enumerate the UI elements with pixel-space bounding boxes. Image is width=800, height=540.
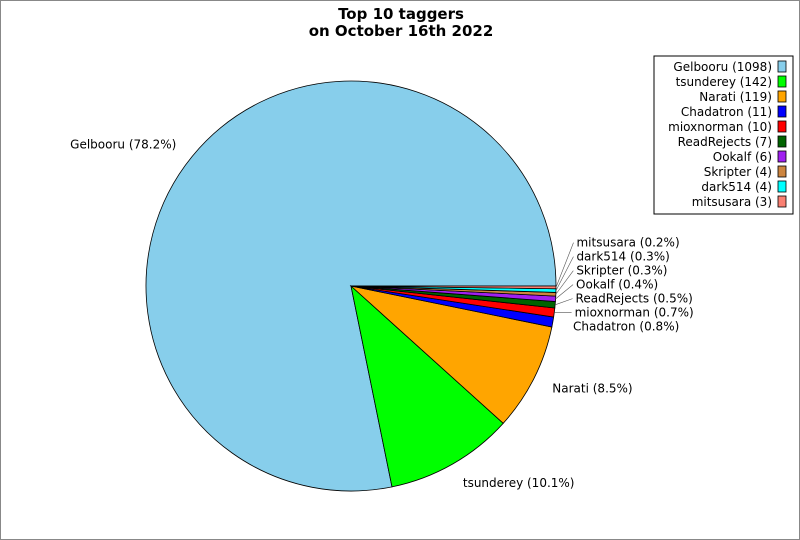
slice-label-mitsusara: mitsusara (0.2%) — [576, 236, 679, 250]
chart-title-line2: on October 16th 2022 — [309, 22, 494, 40]
legend-label-readrejects: ReadRejects (7) — [678, 135, 772, 149]
legend-swatch-narati — [777, 90, 787, 103]
legend-swatch-skripter — [777, 165, 787, 178]
pie-slice-narati — [349, 285, 553, 424]
legend-label-mitsusara: mitsusara (3) — [692, 195, 772, 209]
leader-line-readrejects — [555, 298, 573, 306]
slice-label-gelbooru: Gelbooru (78.2%) — [70, 137, 176, 151]
legend-label-dark514: dark514 (4) — [701, 180, 772, 194]
legend-label-skripter: Skripter (4) — [704, 165, 772, 179]
legend-swatch-ookalf — [777, 150, 787, 163]
legend-label-gelbooru: Gelbooru (1098) — [673, 60, 772, 74]
legend-swatch-tsunderey — [777, 75, 787, 88]
slice-label-ookalf: Ookalf (0.4%) — [576, 278, 658, 292]
slice-label-tsunderey: tsunderey (10.1%) — [463, 476, 575, 490]
slice-label-skripter: Skripter (0.3%) — [576, 264, 667, 278]
slice-label-mioxnorman: mioxnorman (0.7%) — [575, 306, 694, 320]
leader-line-skripter — [555, 270, 574, 295]
legend-swatch-chadatron — [777, 105, 787, 118]
legend-label-mioxnorman: mioxnorman (10) — [668, 120, 772, 134]
slice-label-dark514: dark514 (0.3%) — [576, 250, 669, 264]
legend-swatch-mitsusara — [777, 195, 787, 208]
legend-swatch-dark514 — [777, 180, 787, 193]
slice-label-readrejects: ReadRejects (0.5%) — [576, 292, 693, 306]
legend-swatch-gelbooru — [777, 60, 787, 73]
legend-label-chadatron: Chadatron (11) — [681, 105, 772, 119]
leader-line-mitsusara — [555, 242, 574, 288]
legend-label-tsunderey: tsunderey (142) — [676, 75, 772, 89]
leader-line-dark514 — [555, 256, 574, 291]
legend-label-ookalf: Ookalf (6) — [713, 150, 772, 164]
slice-label-narati: Narati (8.5%) — [552, 382, 632, 396]
legend: Gelbooru (1098)tsunderey (142)Narati (11… — [653, 55, 794, 215]
legend-box — [653, 55, 794, 215]
legend-swatch-readrejects — [777, 135, 787, 148]
pie-slice-tsunderey — [350, 284, 504, 488]
legend-label-narati: Narati (119) — [699, 90, 772, 104]
leader-line-ookalf — [555, 284, 574, 300]
slice-label-chadatron: Chadatron (0.8%) — [573, 320, 679, 334]
chart-title-line1: Top 10 taggers — [338, 5, 464, 23]
legend-swatch-mioxnorman — [777, 120, 787, 133]
